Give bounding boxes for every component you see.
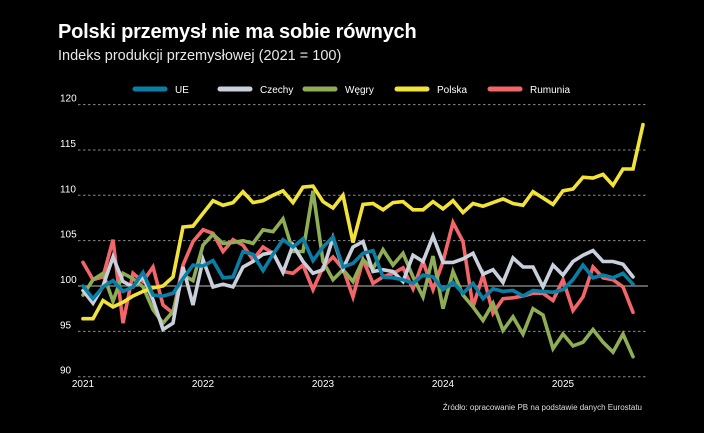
x-tick-label: 2021 — [72, 379, 95, 390]
x-tick-label: 2023 — [312, 379, 335, 390]
y-tick-label: 90 — [60, 366, 72, 377]
legend-label: Czechy — [260, 85, 293, 96]
series-line-czechy — [81, 231, 635, 333]
source-note: Źródło: opracowanie PB na podstawie dany… — [442, 403, 642, 412]
x-tick-label: 2022 — [192, 379, 215, 390]
series-lines — [81, 122, 645, 359]
x-axis-ticks: 2021 2022 2023 2024 2025 — [72, 379, 575, 390]
y-tick-label: 100 — [60, 275, 77, 286]
y-tick-label: 95 — [60, 320, 72, 331]
y-tick-label: 105 — [60, 230, 77, 241]
legend-label: Rumunia — [530, 85, 570, 96]
legend: UE Czechy Węgry Polska Rumunia — [132, 85, 570, 96]
legend-item-węgry: Węgry — [302, 85, 374, 96]
legend-item-czechy: Czechy — [217, 85, 293, 96]
legend-label: Węgry — [345, 85, 374, 96]
chart-title: Polski przemysł nie ma sobie równych — [58, 21, 417, 43]
gridlines — [78, 104, 648, 378]
series-line-ue — [81, 233, 635, 302]
y-axis-ticks: 90 95 100 105 110 115 120 — [60, 94, 77, 377]
legend-item-polska: Polska — [394, 85, 467, 96]
legend-item-ue: UE — [132, 85, 189, 96]
y-tick-label: 120 — [60, 94, 77, 105]
legend-item-rumunia: Rumunia — [487, 85, 570, 96]
x-tick-label: 2025 — [552, 379, 575, 390]
series-line-polska — [81, 122, 645, 321]
x-tick-label: 2024 — [432, 379, 455, 390]
chart-subtitle: Indeks produkcji przemysłowej (2021 = 10… — [58, 48, 342, 64]
y-tick-label: 110 — [60, 184, 76, 195]
legend-label: Polska — [437, 85, 467, 96]
legend-label: UE — [175, 85, 189, 96]
y-tick-label: 115 — [60, 139, 76, 150]
